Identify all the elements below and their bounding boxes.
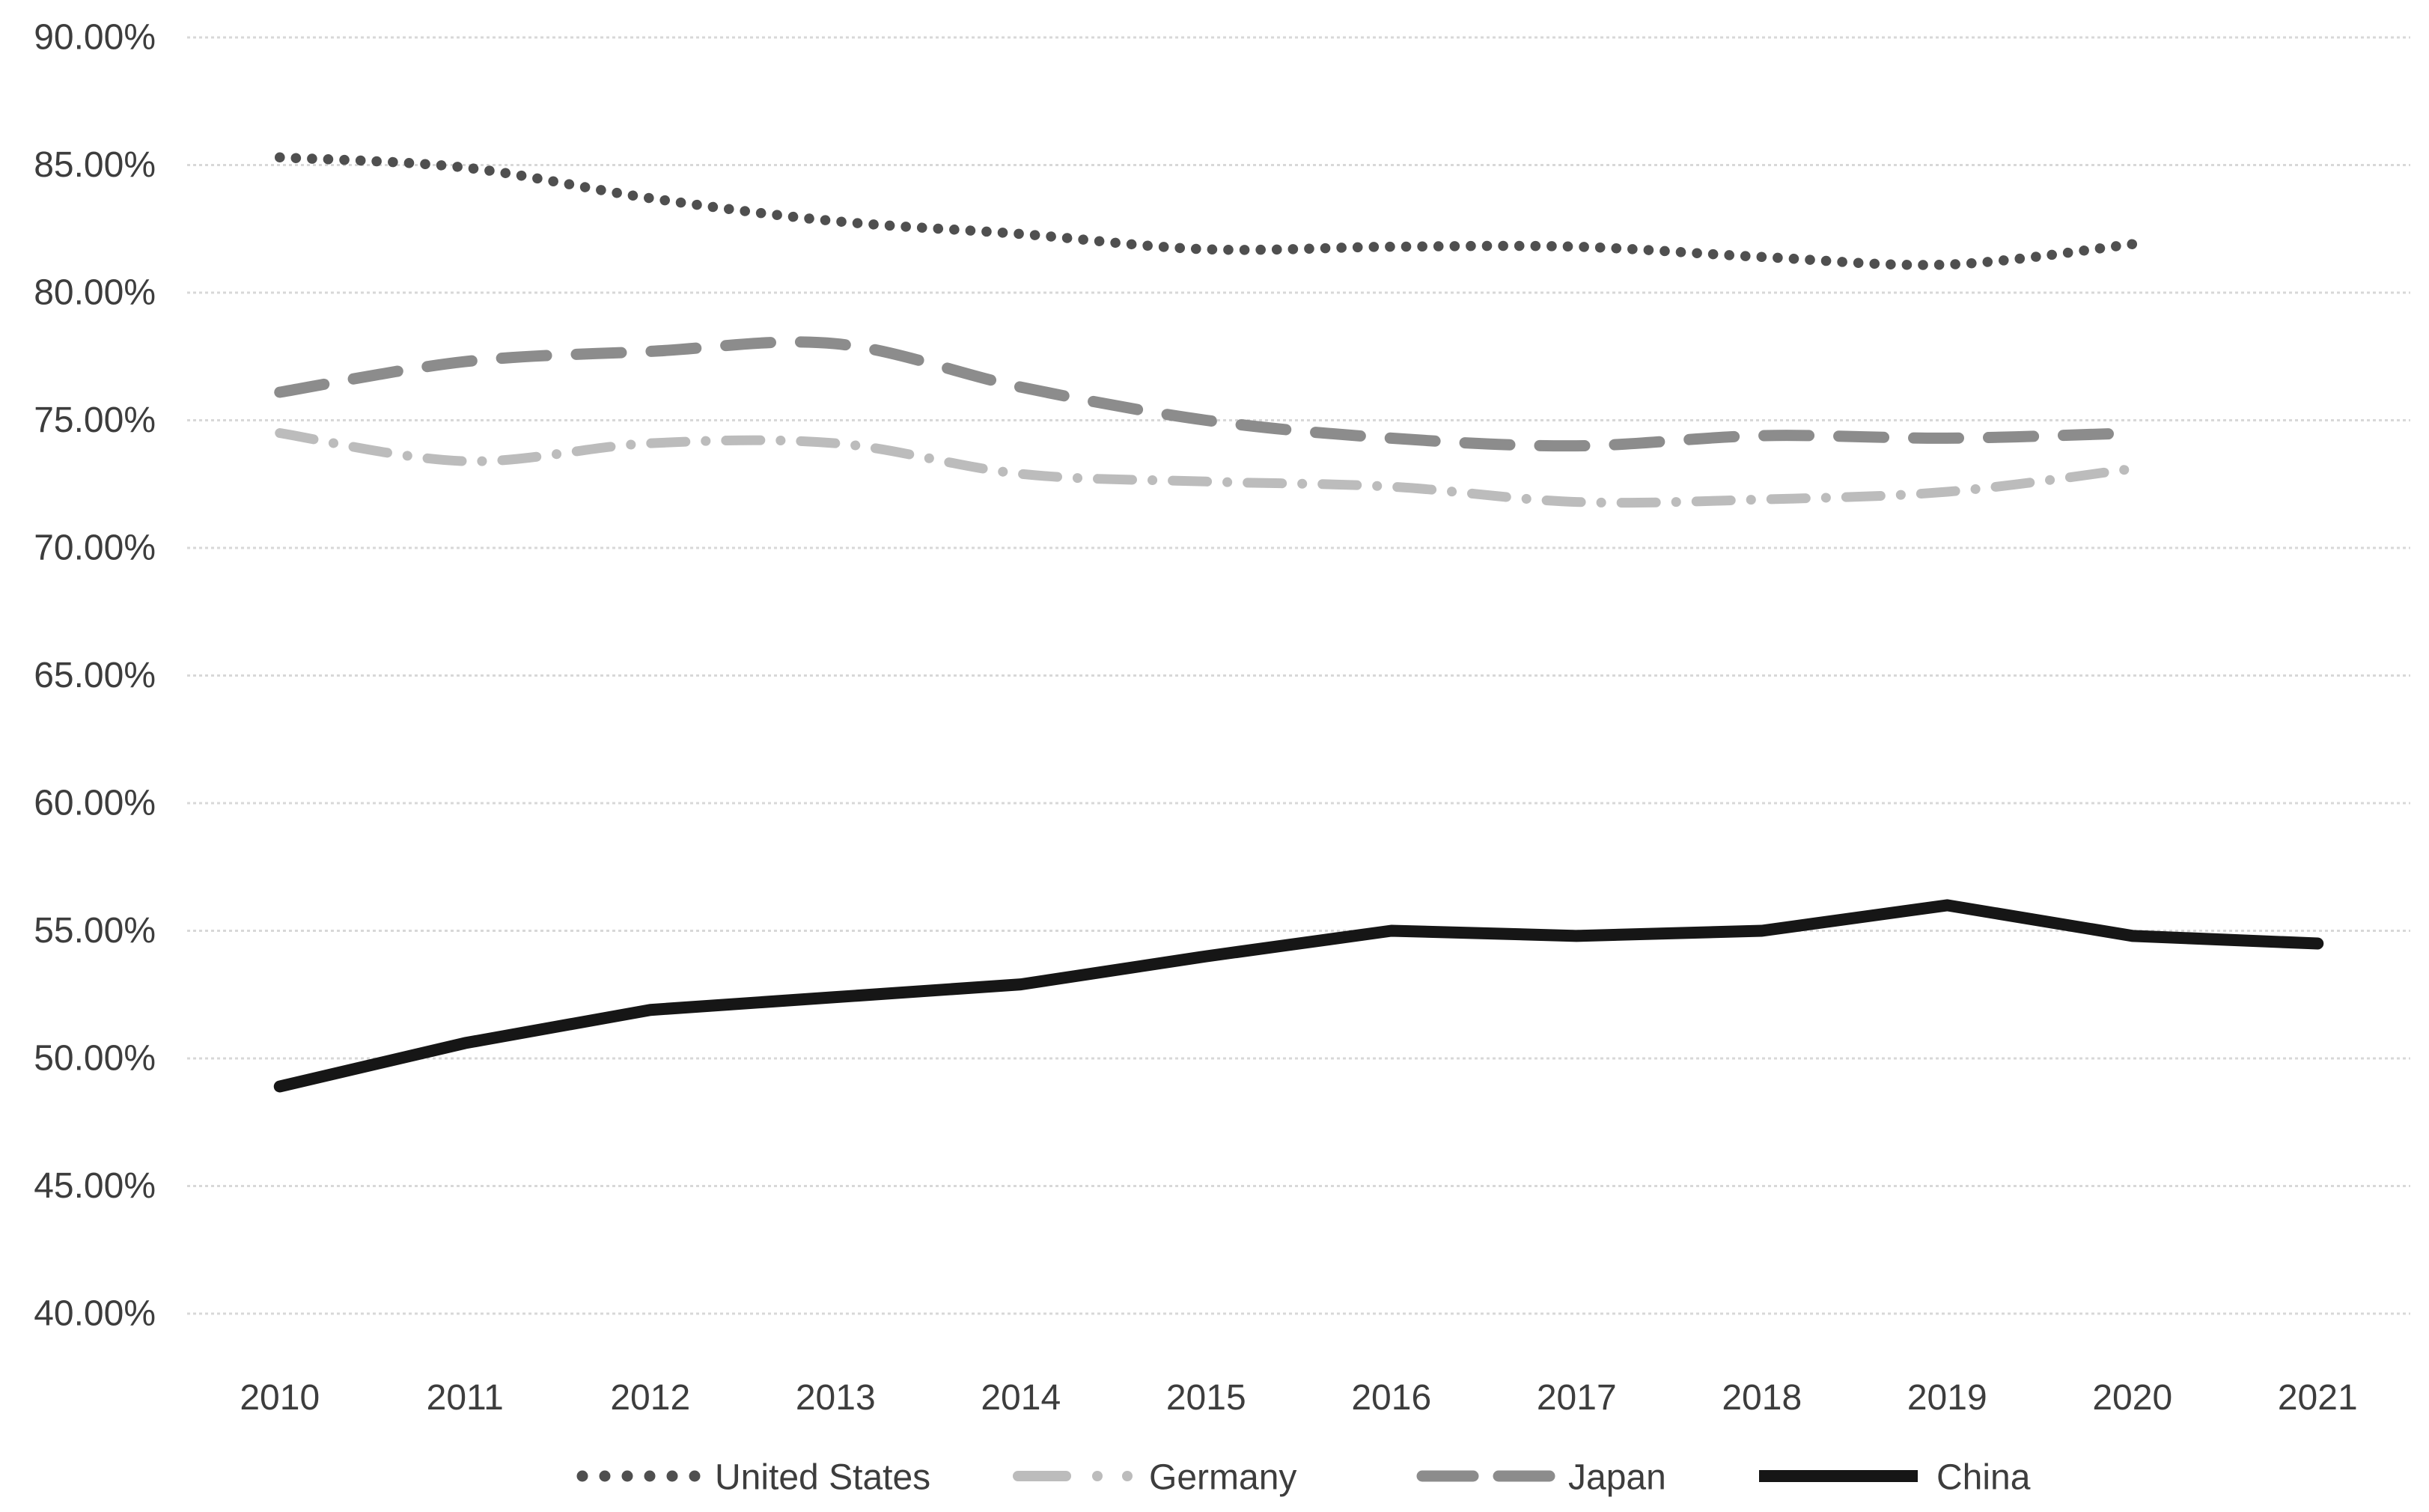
y-axis-tick-label-85: 85.00%	[34, 145, 156, 185]
x-axis-tick-label-2019: 2019	[1907, 1378, 1987, 1418]
legend-marker-united-states	[599, 1470, 611, 1482]
x-axis-tick-label-2013: 2013	[796, 1378, 876, 1418]
y-axis-tick-label-50: 50.00%	[34, 1039, 156, 1079]
x-axis-tick-label-2011: 2011	[427, 1378, 504, 1418]
y-axis-tick-label-40: 40.00%	[34, 1294, 156, 1334]
legend-marker-united-states	[666, 1470, 678, 1482]
legend-label-china: China	[1936, 1458, 2031, 1498]
series-line-germany	[275, 428, 2138, 508]
x-axis-tick-label-2016: 2016	[1351, 1378, 1431, 1418]
y-axis-tick-label-80: 80.00%	[34, 273, 156, 313]
y-axis-tick-label-55: 55.00%	[34, 911, 156, 951]
y-axis-tick-label-65: 65.00%	[34, 656, 156, 695]
x-axis-tick-label-2017: 2017	[1537, 1378, 1617, 1418]
x-axis-tick-label-2015: 2015	[1166, 1378, 1246, 1418]
y-axis-tick-label-90: 90.00%	[34, 18, 156, 58]
legend-marker-germany	[1092, 1471, 1103, 1481]
legend-marker-united-states	[576, 1470, 588, 1482]
legend-label-japan: Japan	[1568, 1458, 1666, 1498]
series-line-japan	[274, 336, 2139, 452]
legend-marker-united-states	[621, 1470, 633, 1482]
series-line-china	[273, 899, 2324, 1093]
series-line-united-states	[275, 152, 2138, 270]
legend-marker-germany	[1122, 1471, 1133, 1481]
x-axis-tick-label-2018: 2018	[1722, 1378, 1802, 1418]
x-axis-tick-label-2010: 2010	[240, 1378, 320, 1418]
legend-label-united-states: United States	[715, 1458, 930, 1498]
y-axis-tick-label-60: 60.00%	[34, 784, 156, 823]
x-axis-tick-label-2014: 2014	[981, 1378, 1061, 1418]
legend-label-germany: Germany	[1149, 1458, 1296, 1498]
legend-marker-united-states	[644, 1470, 656, 1482]
y-axis-tick-label-45: 45.00%	[34, 1166, 156, 1206]
x-axis-tick-label-2012: 2012	[610, 1378, 690, 1418]
y-axis-tick-label-70: 70.00%	[34, 528, 156, 568]
legend-marker-united-states	[689, 1470, 701, 1482]
x-axis-tick-label-2020: 2020	[2092, 1378, 2172, 1418]
x-axis-tick-label-2021: 2021	[2278, 1378, 2358, 1418]
y-axis-tick-label-75: 75.00%	[34, 400, 156, 440]
